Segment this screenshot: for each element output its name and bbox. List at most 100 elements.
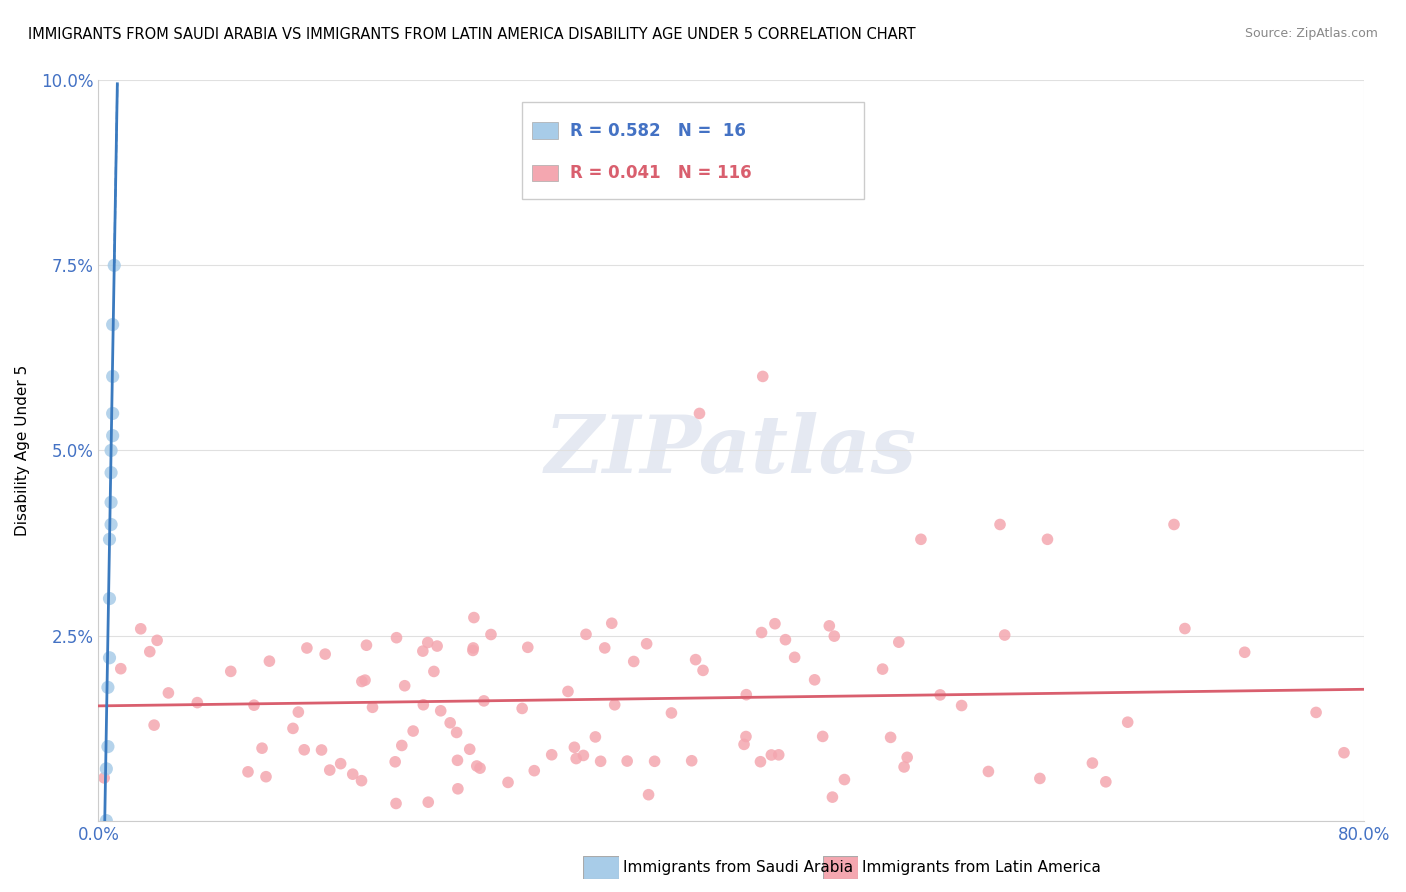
Point <box>751 625 773 640</box>
Point <box>616 754 638 768</box>
Point <box>439 715 461 730</box>
Point <box>385 631 408 645</box>
Point <box>623 655 645 669</box>
Text: ZIPatlas: ZIPatlas <box>546 412 917 489</box>
Point <box>219 665 242 679</box>
Point <box>143 718 166 732</box>
Point <box>287 705 309 719</box>
Point <box>872 662 894 676</box>
Point <box>988 517 1011 532</box>
Point <box>98 591 121 606</box>
Point <box>589 754 612 768</box>
Text: R = 0.041   N = 116: R = 0.041 N = 116 <box>571 164 752 182</box>
Point <box>295 640 318 655</box>
Point <box>510 701 533 715</box>
Point <box>465 759 488 773</box>
Point <box>583 730 606 744</box>
Text: Immigrants from Saudi Arabia: Immigrants from Saudi Arabia <box>623 860 853 874</box>
Text: R = 0.582   N =  16: R = 0.582 N = 16 <box>571 121 747 140</box>
Point <box>1233 645 1256 659</box>
Point <box>496 775 519 789</box>
Point <box>391 739 413 753</box>
Point <box>402 724 425 739</box>
Point <box>600 616 623 631</box>
Point <box>97 681 120 695</box>
Point <box>763 616 786 631</box>
Point <box>100 517 122 532</box>
Point <box>463 610 485 624</box>
Point <box>129 622 152 636</box>
Point <box>803 673 825 687</box>
Point <box>735 730 758 744</box>
Point <box>1116 715 1139 730</box>
Point <box>479 627 502 641</box>
Point <box>994 628 1017 642</box>
Point <box>818 619 841 633</box>
Point <box>350 674 373 689</box>
Point <box>768 747 790 762</box>
Point <box>1333 746 1355 760</box>
Point <box>447 781 470 796</box>
Point <box>139 645 162 659</box>
Bar <box>533 122 558 139</box>
Point <box>929 688 952 702</box>
Point <box>823 629 845 643</box>
Point <box>101 428 124 442</box>
Point <box>1174 622 1197 636</box>
Point <box>692 664 714 678</box>
Point <box>96 814 118 828</box>
Point <box>516 640 538 655</box>
Point <box>429 704 451 718</box>
Point <box>186 696 208 710</box>
Point <box>688 407 710 421</box>
Point <box>775 632 797 647</box>
Point <box>603 698 626 712</box>
Point <box>565 751 588 765</box>
Point <box>426 639 449 653</box>
Point <box>1036 533 1059 547</box>
Point <box>636 637 658 651</box>
FancyBboxPatch shape <box>523 103 863 199</box>
Point <box>96 762 118 776</box>
Point <box>751 369 773 384</box>
Point <box>93 771 115 785</box>
Point <box>685 652 707 666</box>
Point <box>100 466 122 480</box>
Point <box>101 318 124 332</box>
Point <box>259 654 281 668</box>
Point <box>418 795 440 809</box>
Point <box>733 738 755 752</box>
Point <box>644 754 666 768</box>
Point <box>735 688 758 702</box>
Text: Immigrants from Latin America: Immigrants from Latin America <box>862 860 1101 874</box>
Point <box>311 743 333 757</box>
Point <box>879 731 901 745</box>
Point <box>821 790 844 805</box>
Point <box>356 638 378 652</box>
Point <box>292 743 315 757</box>
Point <box>950 698 973 713</box>
Point <box>446 725 468 739</box>
Point <box>423 665 446 679</box>
Point <box>977 764 1000 779</box>
Point <box>385 797 408 811</box>
Point <box>1305 706 1327 720</box>
Point <box>416 635 439 649</box>
Point <box>458 742 481 756</box>
Point <box>98 650 121 665</box>
Point <box>412 698 434 712</box>
Point <box>783 650 806 665</box>
Point <box>593 640 616 655</box>
Point <box>540 747 562 762</box>
Point <box>97 739 120 754</box>
Point <box>893 760 915 774</box>
Y-axis label: Disability Age Under 5: Disability Age Under 5 <box>15 365 30 536</box>
Point <box>236 764 259 779</box>
Point <box>896 750 918 764</box>
Point <box>314 647 336 661</box>
Point <box>354 673 377 687</box>
Point <box>1081 756 1104 770</box>
Point <box>661 706 683 720</box>
Point <box>1163 517 1185 532</box>
Point <box>250 741 273 756</box>
